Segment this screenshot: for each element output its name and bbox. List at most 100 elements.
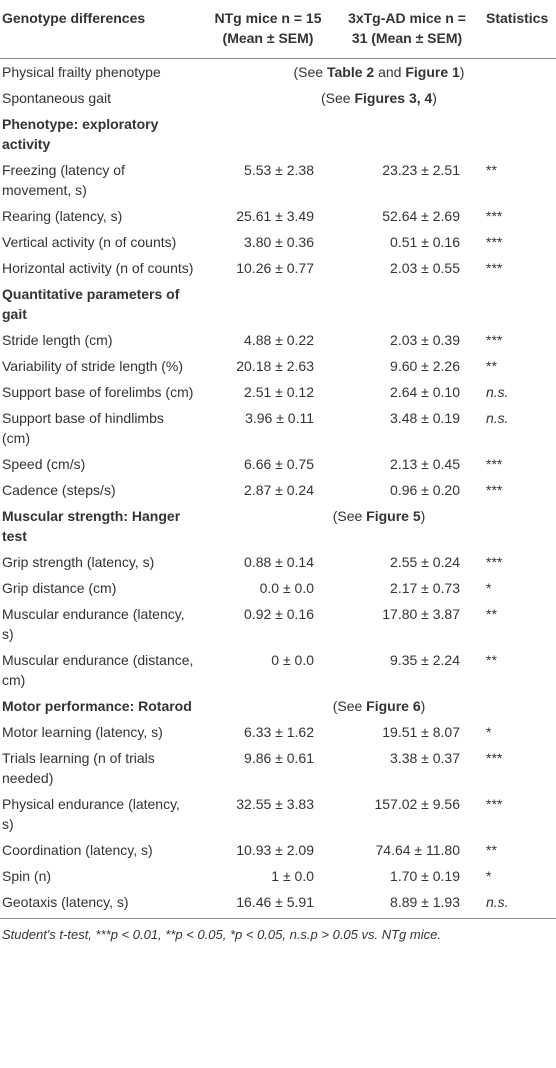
row-label: Phenotype: exploratory activity (2, 116, 159, 152)
table-row: Support base of hindlimbs (cm) 3.96 ± 0.1… (0, 405, 556, 451)
table-row: Vertical activity (n of counts) 3.80 ± 0.… (0, 229, 556, 255)
table-row: Stride length (cm) 4.88 ± 0.22 2.03 ± 0.39… (0, 327, 556, 353)
row-label: Grip distance (cm) (2, 580, 117, 596)
table-row: Support base of forelimbs (cm) 2.51 ± 0.1… (0, 379, 556, 405)
table-row: Physical endurance (latency, s) 32.55 ± 3… (0, 791, 556, 837)
header-cell: NTg mice n = 15 (Mean ± SEM) (198, 0, 338, 59)
row-label: Muscular endurance (latency, s) (2, 606, 185, 642)
value-cell: 0 ± 0.0 (271, 652, 314, 668)
note-text: and (374, 64, 406, 80)
footnote: Student's t-test, ***p < 0.01, **p < 0.0… (2, 927, 441, 942)
statistics-cell: *** (486, 456, 503, 472)
row-label: Grip strength (latency, s) (2, 554, 155, 570)
value-cell: 20.18 ± 2.63 (236, 358, 314, 374)
statistics-cell: *** (486, 332, 503, 348)
note-cell: (See Table 2 and Figure 1) (198, 59, 556, 86)
value-cell: 3.96 ± 0.11 (245, 410, 314, 426)
table-body: Physical frailty phenotype (See Table 2 a… (0, 59, 556, 919)
row-label: Support base of hindlimbs (cm) (2, 410, 164, 446)
row-label: Speed (cm/s) (2, 456, 86, 472)
value-cell: 2.13 ± 0.45 (390, 456, 460, 472)
statistics-cell: n.s. (486, 410, 509, 426)
value-cell: 157.02 ± 9.56 (374, 796, 460, 812)
value-cell: 2.64 ± 0.10 (390, 384, 460, 400)
note-text: ) (459, 64, 465, 80)
table-row: Speed (cm/s) 6.66 ± 0.75 2.13 ± 0.45 *** (0, 451, 556, 477)
note-text: (See (293, 64, 327, 80)
statistics-cell: * (486, 580, 492, 596)
statistics-cell: *** (486, 208, 503, 224)
value-cell: 16.46 ± 5.91 (198, 889, 338, 919)
table-row: Motor performance: Rotarod (See Figure 6) (0, 693, 556, 719)
value-cell: 6.66 ± 0.75 (244, 456, 314, 472)
note-text: Figure 1 (405, 64, 460, 80)
statistics-cell: * (486, 868, 492, 884)
value-cell: 2.03 ± 0.39 (390, 332, 460, 348)
value-cell: 9.60 ± 2.26 (390, 358, 460, 374)
table-row: Grip strength (latency, s) 0.88 ± 0.14 2.5… (0, 549, 556, 575)
statistics-cell: ** (486, 842, 497, 858)
value-cell: 19.51 ± 8.07 (382, 724, 460, 740)
note-cell: (See Figures 3, 4) (198, 85, 556, 111)
value-cell: 1 ± 0.0 (271, 868, 314, 884)
table-row: Trials learning (n of trials needed) 9.86… (0, 745, 556, 791)
row-label: Vertical activity (n of counts) (2, 234, 177, 250)
table-row: Grip distance (cm) 0.0 ± 0.0 2.17 ± 0.73 * (0, 575, 556, 601)
statistics-cell: *** (486, 482, 503, 498)
statistics-cell: ** (486, 162, 497, 178)
table-row: Muscular strength: Hanger test (See Figur… (0, 503, 556, 549)
table-row: Quantitative parameters of gait (0, 281, 556, 327)
statistics-cell: *** (486, 554, 503, 570)
table-row: Spin (n) 1 ± 0.0 1.70 ± 0.19 * (0, 863, 556, 889)
row-label: Cadence (steps/s) (2, 482, 116, 498)
note-text: (See (321, 90, 355, 106)
row-label: Horizontal activity (n of counts) (2, 260, 194, 276)
table-row: Rearing (latency, s) 25.61 ± 3.49 52.64 ± … (0, 203, 556, 229)
statistics-cell: ** (486, 358, 497, 374)
table-row: Horizontal activity (n of counts) 10.26 ±… (0, 255, 556, 281)
table-row: Phenotype: exploratory activity (0, 111, 556, 157)
value-cell: 0.51 ± 0.16 (390, 234, 460, 250)
value-cell: 2.03 ± 0.55 (390, 260, 460, 276)
value-cell: 25.61 ± 3.49 (236, 208, 314, 224)
value-cell: 8.89 ± 1.93 (338, 889, 476, 919)
row-label: Stride length (cm) (2, 332, 113, 348)
empty-cell (198, 281, 556, 327)
note-text: Table 2 (326, 64, 375, 80)
header-cell: Statistics (476, 0, 556, 59)
row-label: Rearing (latency, s) (2, 208, 123, 224)
value-cell: 6.33 ± 1.62 (244, 724, 314, 740)
value-cell: 17.80 ± 3.87 (382, 606, 460, 622)
note-cell: (See Figure 5) (198, 503, 556, 549)
value-cell: 23.23 ± 2.51 (382, 162, 460, 178)
value-cell: 0.92 ± 0.16 (244, 606, 314, 622)
statistics-cell: n.s. (476, 889, 556, 919)
table-row: Variability of stride length (%) 20.18 ± … (0, 353, 556, 379)
value-cell: 3.38 ± 0.37 (390, 750, 460, 766)
header-cell: 3xTg-AD mice n = 31 (Mean ± SEM) (338, 0, 476, 59)
statistics-cell: *** (486, 750, 503, 766)
row-label: Freezing (latency of movement, s) (2, 162, 125, 198)
row-label: Geotaxis (latency, s) (0, 889, 198, 919)
value-cell: 2.51 ± 0.12 (244, 384, 314, 400)
value-cell: 9.86 ± 0.61 (244, 750, 314, 766)
value-cell: 0.96 ± 0.20 (390, 482, 460, 498)
value-cell: 52.64 ± 2.69 (382, 208, 460, 224)
row-label: Quantitative parameters of gait (2, 286, 180, 322)
statistics-cell: *** (486, 234, 503, 250)
statistics-cell: * (486, 724, 492, 740)
table-row: Freezing (latency of movement, s) 5.53 ± … (0, 157, 556, 203)
note-text: ) (432, 90, 437, 106)
note-text: (See (332, 698, 367, 714)
value-cell: 3.48 ± 0.19 (390, 410, 460, 426)
value-cell: 9.35 ± 2.24 (390, 652, 460, 668)
row-label: Motor learning (latency, s) (2, 724, 163, 740)
row-label: Spontaneous gait (2, 90, 111, 106)
statistics-cell: ** (486, 606, 497, 622)
table-row: Cadence (steps/s) 2.87 ± 0.24 0.96 ± 0.20 *… (0, 477, 556, 503)
table-row: Muscular endurance (latency, s) 0.92 ± 0.… (0, 601, 556, 647)
table-row: Geotaxis (latency, s) 16.46 ± 5.91 8.89 ± … (0, 889, 556, 919)
value-cell: 74.64 ± 11.80 (375, 842, 461, 858)
row-label: Muscular strength: Hanger test (2, 508, 181, 544)
